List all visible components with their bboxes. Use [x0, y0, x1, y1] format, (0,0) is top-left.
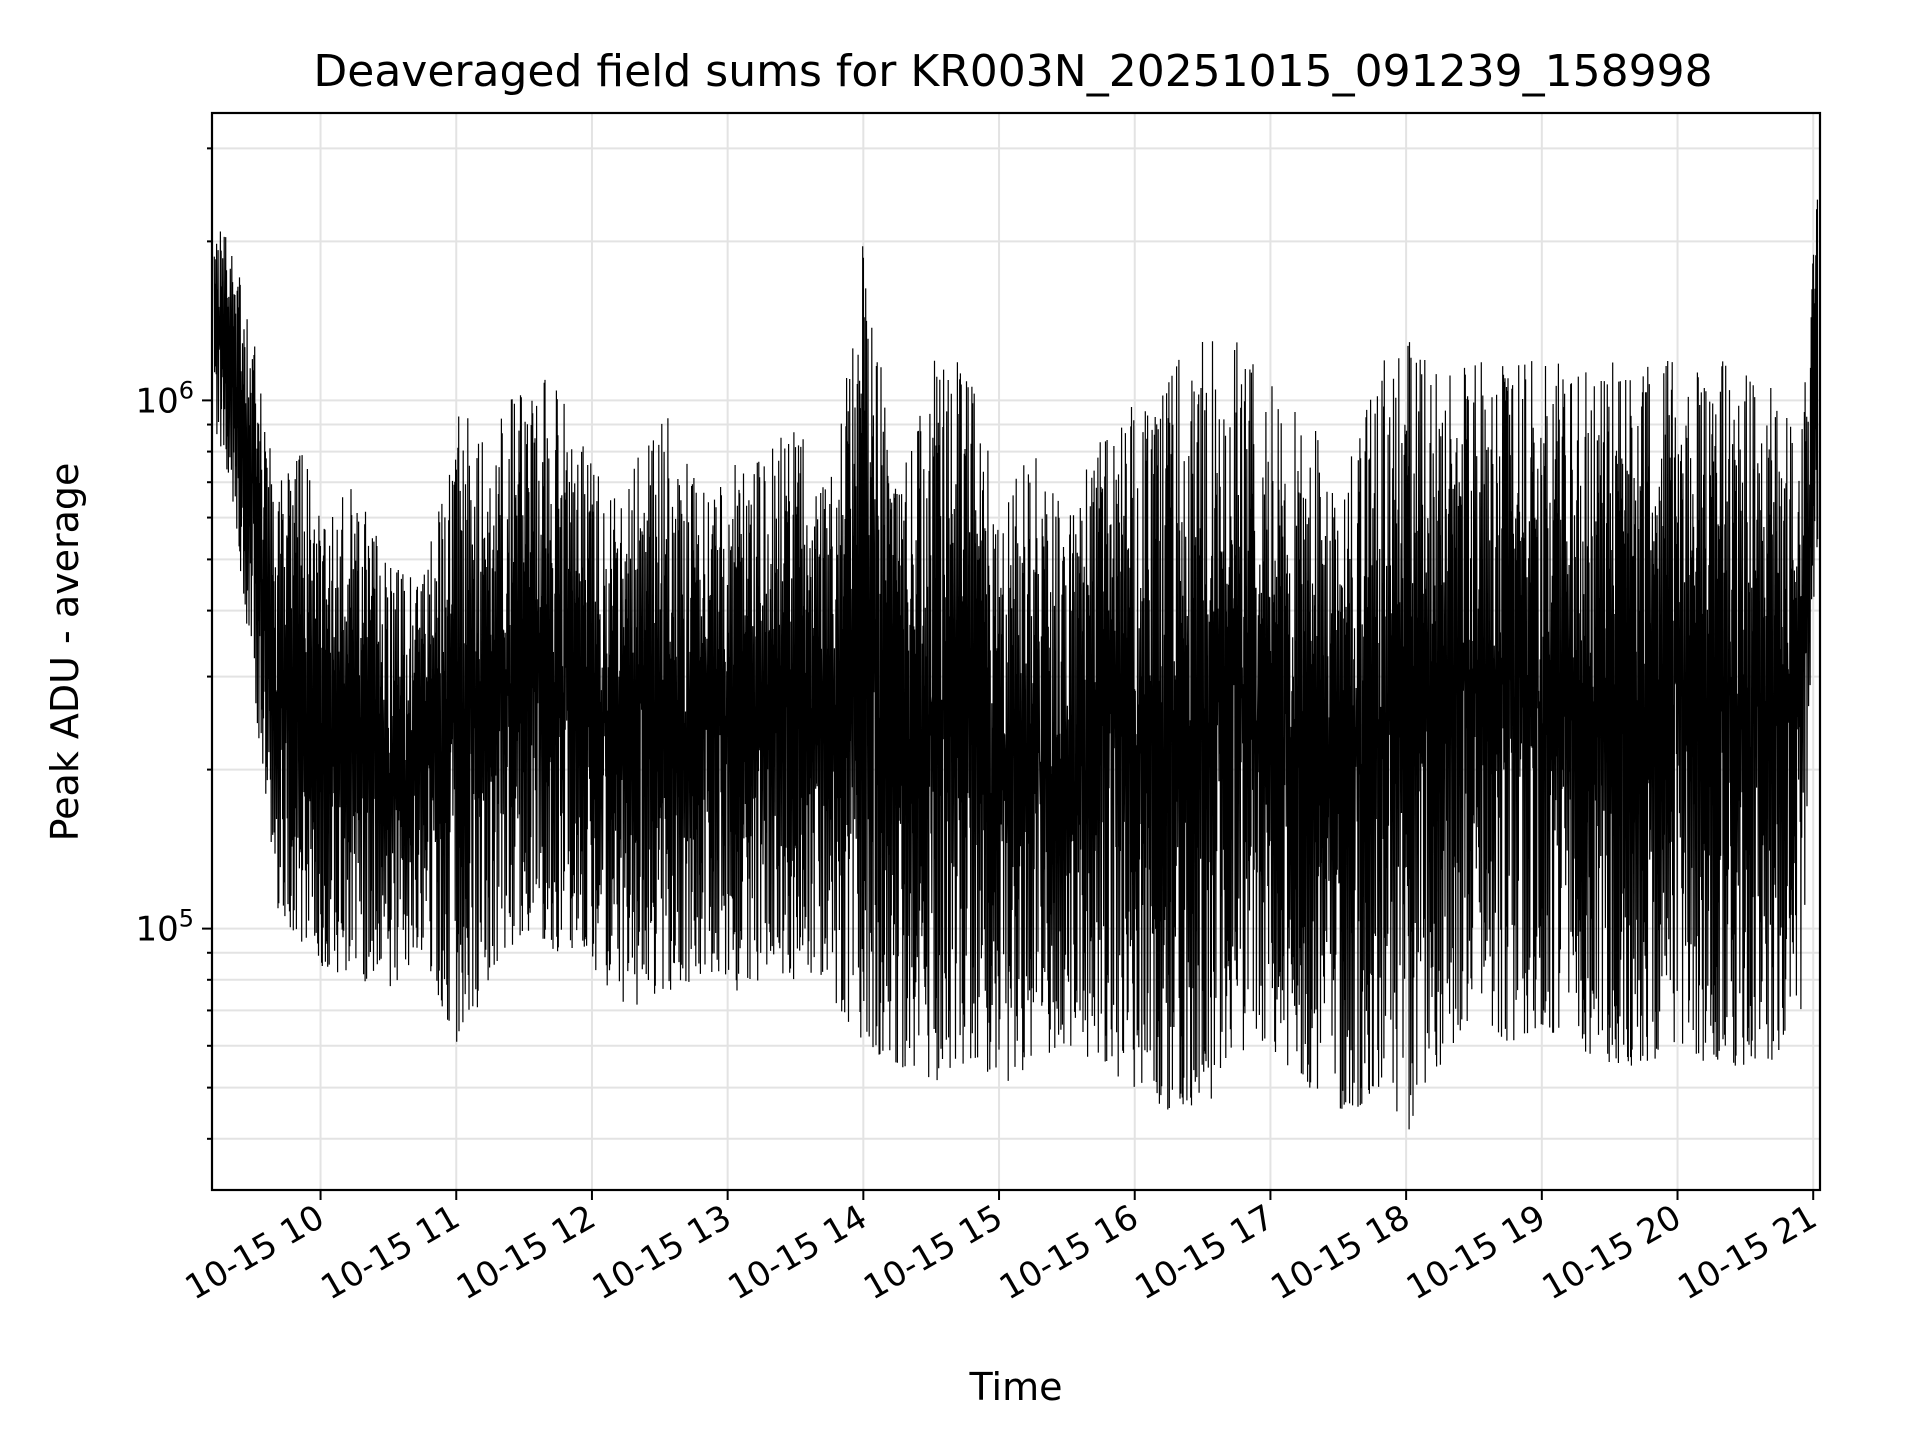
y-tick-label: 106	[135, 376, 194, 421]
x-tick-label: 10-15 11	[314, 1197, 466, 1308]
x-tick-label: 10-15 19	[1400, 1197, 1552, 1308]
x-tick-label: 10-15 12	[450, 1197, 602, 1308]
x-tick-label: 10-15 20	[1536, 1197, 1688, 1308]
x-tick-label: 10-15 16	[993, 1197, 1145, 1308]
x-tick-label: 10-15 14	[721, 1197, 873, 1308]
x-tick-label: 10-15 21	[1671, 1197, 1823, 1308]
series-area	[213, 199, 1819, 1130]
series-line	[213, 199, 1819, 1130]
x-tick-label: 10-15 13	[586, 1197, 738, 1308]
x-tick-label: 10-15 15	[857, 1197, 1009, 1308]
x-tick-label: 10-15 17	[1129, 1197, 1281, 1308]
y-tick-label: 105	[135, 905, 194, 950]
y-axis: 105 106	[135, 147, 212, 1140]
plot-frame	[210, 111, 1822, 1192]
y-axis-label: Peak ADU - average	[43, 463, 87, 842]
x-axis-label: Time	[969, 1365, 1063, 1409]
x-tick-label: 10-15 18	[1264, 1197, 1416, 1308]
chart-title: Deaveraged field sums for KR003N_2025101…	[313, 46, 1712, 97]
x-tick-label: 10-15 10	[179, 1197, 331, 1308]
